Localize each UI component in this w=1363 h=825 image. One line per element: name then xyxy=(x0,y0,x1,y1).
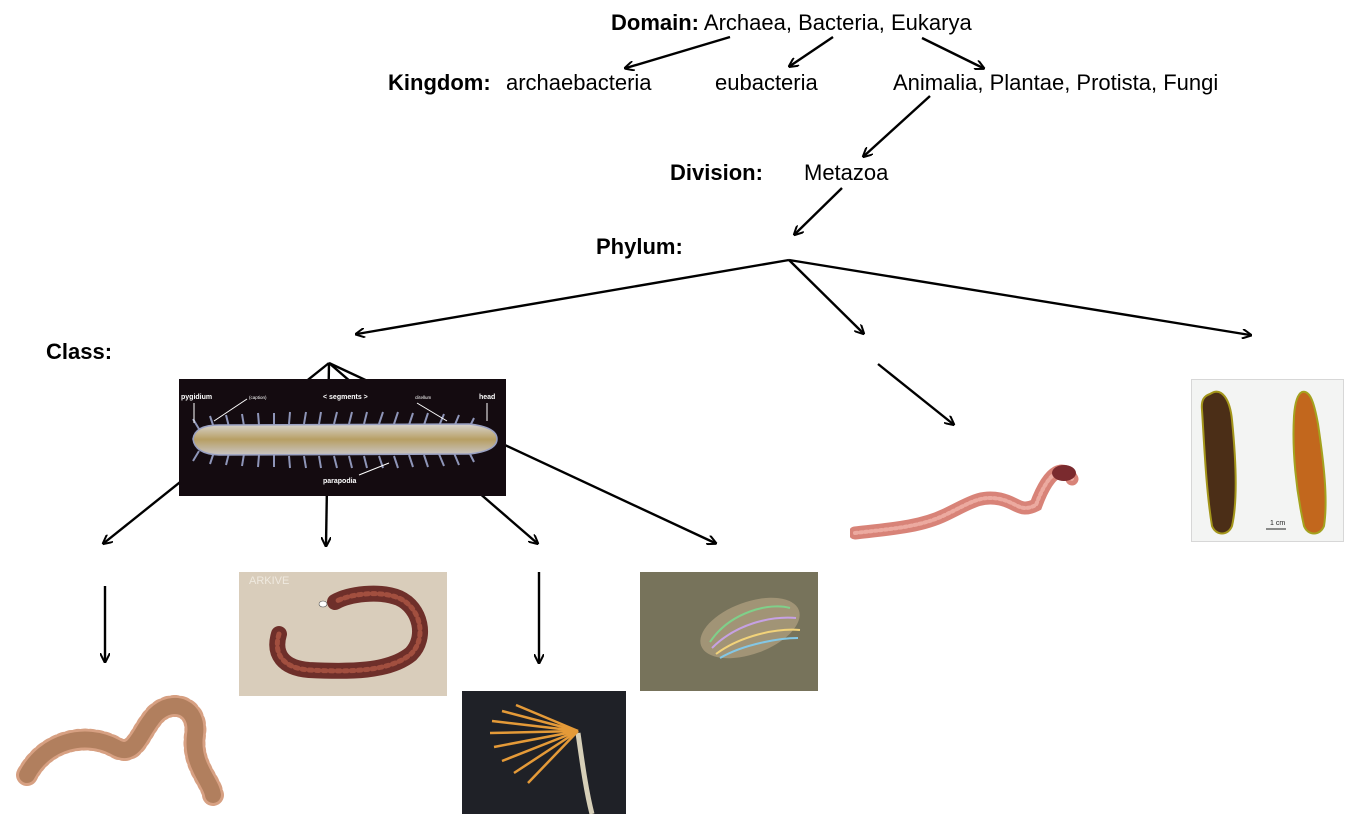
arrow-phylum-to-polychaeta xyxy=(357,258,790,334)
domain-row: Domain: Archaea, Bacteria, Eukarya xyxy=(611,10,972,36)
earthworm-drawing xyxy=(850,464,1079,540)
domain-label: Domain: xyxy=(611,10,699,35)
polychaete-anatomy-image: pygidium (caption) < segments > clitellu… xyxy=(179,379,506,496)
polychaete-label-caption: (caption) xyxy=(249,395,267,400)
ragworm-image xyxy=(15,685,225,810)
arrow-oligochaeta-to-earthworm xyxy=(877,363,953,424)
polychaete-label-parapodia: parapodia xyxy=(323,478,357,485)
domain-value: Archaea, Bacteria, Eukarya xyxy=(703,10,972,35)
kingdom-archaebacteria: archaebacteria xyxy=(506,70,652,95)
arrow-domain-to-archaebacteria xyxy=(626,35,731,68)
arrow-phylum-to-oligochaeta xyxy=(788,259,863,333)
sea-mouse-drawing xyxy=(640,572,818,691)
polychaete-label-clitellum: clitellum xyxy=(415,395,432,400)
kingdom-label: Kingdom: xyxy=(388,70,491,95)
leech-scale-label: 1 cm xyxy=(1270,520,1285,527)
arrow-domain-to-eukarya xyxy=(921,36,983,68)
leech-drawing: 1 cm xyxy=(1200,390,1327,535)
ragworm-drawing xyxy=(16,695,224,806)
kingdom-eukarya-kingdoms: Animalia, Plantae, Protista, Fungi xyxy=(893,70,1219,95)
arrow-kingdom-to-metazoa xyxy=(864,95,931,156)
leech-image: 1 cm xyxy=(1191,379,1344,542)
polychaete-label-segments: < segments > xyxy=(323,394,368,401)
earthworm-image xyxy=(850,455,1080,545)
polychaete-label-pygidium: pygidium xyxy=(181,394,212,401)
lugworm-image: ARKIVE xyxy=(239,572,447,696)
division-value: Metazoa xyxy=(804,160,889,185)
polychaete-anatomy-drawing: pygidium (caption) < segments > clitellu… xyxy=(181,394,498,485)
phylum-label: Phylum: xyxy=(596,234,683,259)
arrow-domain-to-eubacteria xyxy=(790,36,834,66)
fanworm-drawing xyxy=(489,703,595,814)
fanworm-image xyxy=(462,691,626,814)
arrow-phylum-to-hirudinea xyxy=(788,258,1250,335)
division-label: Division: xyxy=(670,160,763,185)
arrow-metazoa-to-phylum xyxy=(795,187,843,234)
kingdom-eubacteria: eubacteria xyxy=(715,70,818,95)
polychaete-label-head: head xyxy=(479,394,495,401)
lugworm-drawing: ARKIVE xyxy=(249,575,428,679)
arkive-watermark: ARKIVE xyxy=(249,575,289,587)
class-label: Class: xyxy=(46,339,113,364)
sea-mouse-image xyxy=(640,572,818,691)
